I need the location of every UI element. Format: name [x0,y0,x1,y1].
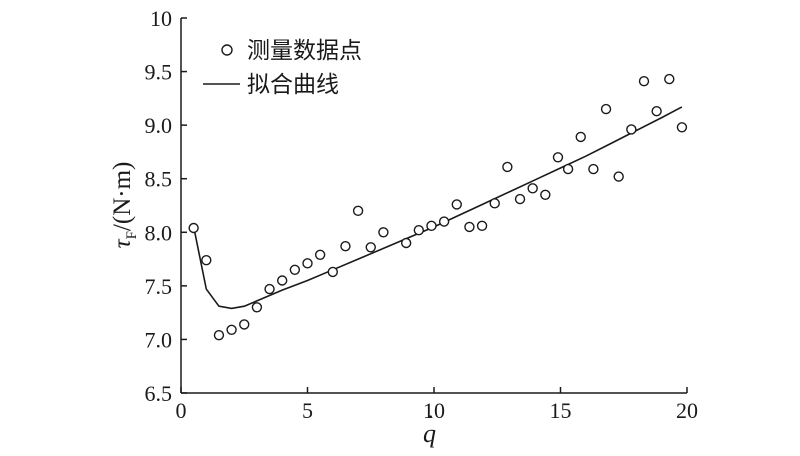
y-ticks: 6.5 7.0 7.5 8.0 8.5 9.0 9.5 10 [145,6,187,406]
data-point [527,183,538,194]
x-tick-label: 10 [423,398,445,423]
legend-label-fit: 拟合曲线 [247,72,339,98]
data-point [251,302,263,313]
fit-curve-line [192,106,683,310]
y-axis-label-tau: τ [109,238,136,248]
data-point [540,189,551,200]
y-tick-label: 8.5 [145,167,173,192]
data-point [378,227,389,238]
plot-area: 0 5 10 15 20 6.5 7.0 7.5 8.0 8.5 9.0 9.5 10 [145,6,699,423]
y-tick-label: 9.0 [145,113,173,138]
y-tick-label: 10 [150,6,172,31]
x-tick-label: 15 [550,398,572,423]
data-point [438,216,450,227]
data-point [289,264,301,275]
x-tick-label: 0 [176,398,187,423]
data-point [600,103,612,115]
x-axis-title: q · [423,404,436,448]
data-point [562,163,574,175]
data-point [664,73,675,85]
data-point [302,258,313,269]
data-point [213,329,225,341]
data-point [188,222,199,234]
y-tick-label: 9.5 [145,60,173,85]
data-point [413,224,425,236]
data-point [327,266,338,278]
y-tick-label: 6.5 [145,381,173,406]
data-point [651,106,662,117]
data-point [277,275,288,286]
y-axis-title: τF/(N·m) [109,162,140,249]
legend-marker-circle [221,44,233,56]
data-point [476,220,488,232]
y-tick-label: 7.5 [145,274,173,299]
data-point [201,254,212,266]
y-tick-label: 7.0 [145,327,173,352]
data-point [352,205,364,217]
data-point [588,163,599,175]
x-axis-label: q [423,419,436,448]
data-point [239,319,250,330]
data-point [575,131,586,143]
data-point [264,283,275,295]
data-point [552,152,564,163]
data-point [464,221,475,233]
x-tick-label: 5 [302,398,313,423]
data-point [400,237,412,249]
x-axis-label-dot: · [427,404,434,429]
x-ticks: 0 5 10 15 20 [176,387,698,423]
legend: 测量数据点 拟合曲线 [203,38,362,98]
data-point [626,124,637,135]
data-point [613,171,624,182]
legend-label-points: 测量数据点 [247,38,362,64]
x-tick-label: 20 [676,398,698,423]
data-point [340,241,351,252]
y-axis-label-unit: /(N·m) [109,162,136,231]
data-markers [188,73,688,341]
y-axis-label-subscript: F [124,231,140,239]
data-point [514,193,526,205]
data-point [489,198,500,209]
data-point [226,324,237,335]
data-point [676,122,688,133]
svg-text:τF/(N·m): τF/(N·m) [109,162,140,249]
data-point [365,242,376,253]
data-point [502,161,513,173]
y-tick-label: 8.0 [145,220,173,245]
data-point [451,199,462,210]
data-point [638,76,650,87]
data-point [426,220,437,232]
data-point [314,249,326,260]
